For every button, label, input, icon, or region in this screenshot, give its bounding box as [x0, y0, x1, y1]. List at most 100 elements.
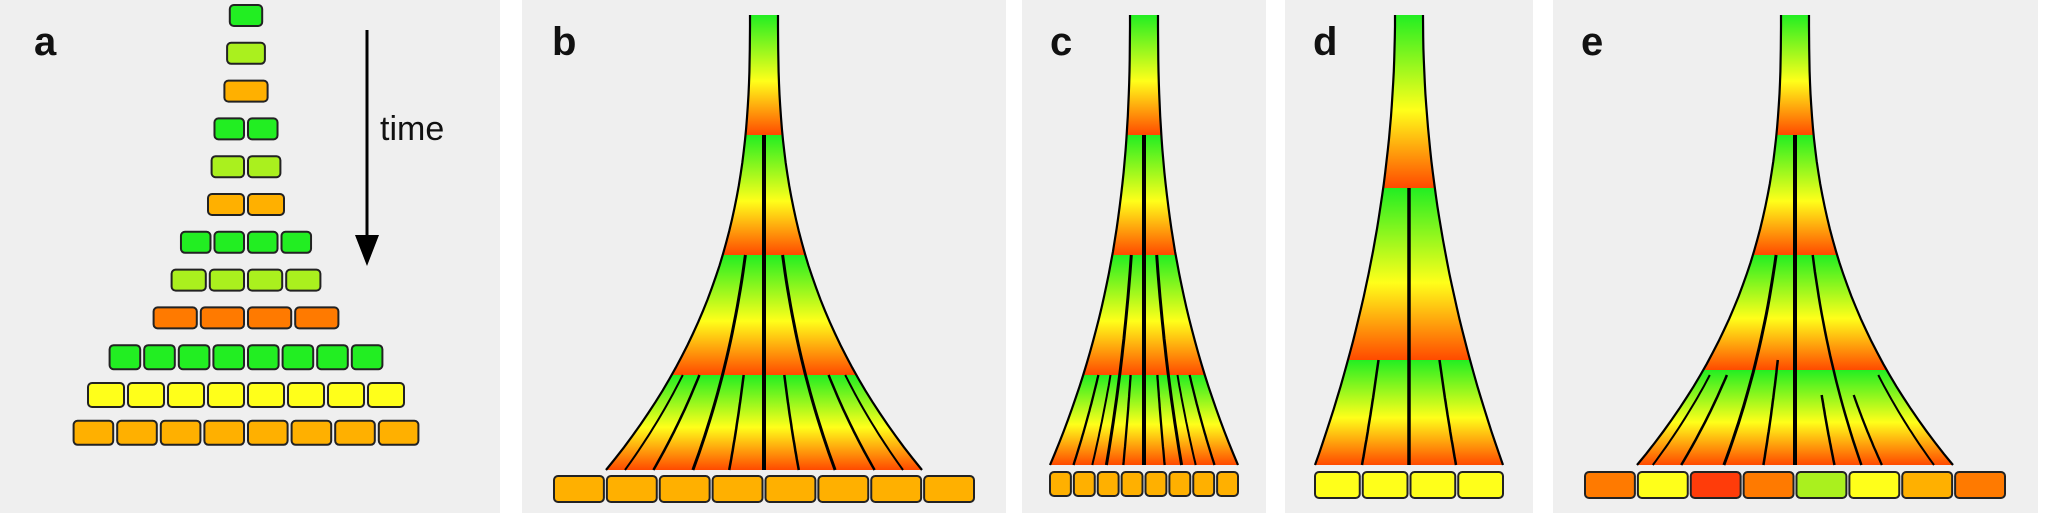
daughter-cell-2: [658, 475, 711, 503]
lineage-line-2: [1811, 254, 1863, 466]
cell-4-0: [210, 155, 246, 179]
envelope-edge: [605, 15, 752, 471]
cell-0-0: [228, 4, 264, 27]
daughter-cell-7: [923, 475, 975, 503]
panel-label-c: c: [1050, 20, 1073, 64]
cell-10-7: [367, 382, 405, 408]
lineage-tree-c: [1048, 15, 1240, 497]
daughter-cell-5: [817, 475, 870, 503]
panel-label-a: a: [34, 20, 57, 64]
cell-10-3: [207, 382, 245, 408]
daughter-cell-3: [711, 475, 764, 503]
lineage-line-5: [783, 374, 801, 471]
panel-e: e: [1553, 0, 2038, 513]
cell-11-6: [334, 419, 376, 446]
cell-4-1: [247, 155, 282, 179]
cell-6-1: [213, 230, 245, 254]
lineage-line-3: [1680, 374, 1729, 466]
cell-7-1: [208, 268, 246, 292]
cell-division-rows: [72, 4, 420, 446]
cell-8-3: [294, 306, 340, 330]
lineage-line-2: [1155, 254, 1184, 466]
cell-11-0: [72, 419, 115, 446]
cell-8-2: [247, 306, 293, 330]
cell-10-5: [287, 382, 325, 408]
cell-11-4: [247, 419, 289, 446]
daughter-cell-1: [1361, 471, 1409, 499]
generation-band-0: [1776, 15, 1814, 135]
cell-5-1: [247, 193, 285, 216]
lineage-line-8: [1877, 374, 1935, 466]
panel-d: d: [1285, 0, 1533, 513]
lineage-line-1: [1360, 359, 1380, 466]
panel-label-e: e: [1581, 20, 1604, 64]
cell-9-4: [247, 344, 280, 371]
cell-9-1: [143, 344, 176, 371]
cell-5-0: [207, 193, 245, 216]
daughter-cell-0: [1584, 471, 1636, 499]
lineage-line-8: [1176, 374, 1197, 466]
cell-11-7: [377, 419, 420, 446]
cell-11-5: [290, 419, 333, 446]
lineage-line-7: [1091, 374, 1112, 466]
cell-7-2: [247, 268, 284, 292]
lineage-line-5: [1156, 374, 1166, 466]
daughter-cell-6: [1192, 471, 1216, 497]
generation-band-0: [1383, 15, 1435, 188]
lineage-tree-e: [1584, 15, 2006, 499]
lineage-line-5: [1820, 394, 1836, 466]
daughter-cell-3: [1457, 471, 1504, 499]
envelope-edge: [1421, 14, 1505, 466]
daughter-cell-2: [1096, 471, 1120, 497]
panel-a: a time: [0, 0, 500, 513]
daughter-cell-2: [1409, 471, 1457, 499]
cell-11-3: [203, 419, 245, 446]
lineage-line-4: [727, 374, 745, 471]
envelope-edge: [1156, 15, 1240, 466]
cell-3-1: [247, 117, 279, 141]
cell-10-4: [247, 382, 285, 408]
time-arrow: [355, 30, 379, 266]
daughter-cell-6: [870, 475, 923, 503]
generation-band-0: [745, 15, 783, 135]
cell-6-0: [179, 230, 212, 254]
lineage-line-3: [1072, 374, 1100, 466]
daughter-cell-5: [1168, 471, 1192, 497]
cell-11-2: [159, 419, 202, 446]
cell-10-1: [127, 382, 165, 408]
lineage-tree-b: [553, 15, 975, 503]
cell-7-3: [285, 268, 322, 292]
daughter-cell-4: [1144, 471, 1168, 497]
daughter-cell-4: [764, 475, 817, 503]
daughter-cell-5: [1848, 471, 1901, 499]
cell-7-0: [170, 268, 207, 292]
daughter-cell-3: [1742, 471, 1795, 499]
lineage-line-1: [1104, 254, 1133, 466]
panel-c: c: [1022, 0, 1266, 513]
lineage-line-1: [691, 254, 747, 471]
cell-10-0: [87, 382, 125, 408]
cell-8-0: [152, 306, 198, 330]
envelope-edge: [1313, 15, 1397, 466]
daughter-cell-0: [1314, 471, 1361, 499]
lineage-line-4: [1762, 359, 1780, 466]
lineage-line-7: [624, 374, 684, 471]
cell-6-2: [247, 230, 279, 254]
cell-9-2: [177, 344, 211, 371]
daughter-cell-0: [553, 475, 605, 503]
envelope-edge: [776, 15, 923, 471]
cell-1-0: [226, 41, 266, 65]
cell-9-5: [281, 344, 315, 371]
daughter-cell-3: [1120, 471, 1144, 497]
panel-label-d: d: [1313, 20, 1338, 64]
cell-6-3: [280, 230, 313, 254]
lineage-line-6: [827, 374, 876, 471]
lineage-line-7: [1652, 374, 1711, 466]
cell-9-3: [212, 344, 245, 371]
cell-2-0: [223, 79, 269, 103]
lineage-line-4: [1122, 374, 1132, 466]
daughter-cell-1: [605, 475, 658, 503]
cell-10-2: [167, 382, 205, 408]
daughter-cell-7: [1216, 471, 1239, 497]
cell-9-0: [108, 344, 142, 371]
